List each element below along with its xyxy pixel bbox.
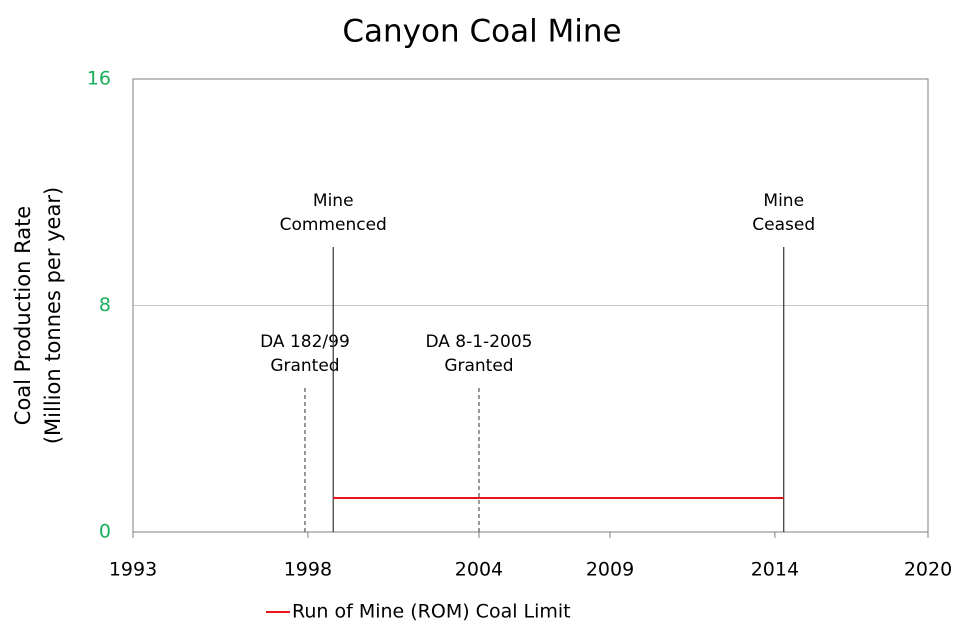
y-tick-label: 0 (99, 521, 111, 543)
legend-label: Run of Mine (ROM) Coal Limit (292, 601, 571, 623)
event-label: DA 182/99 (260, 332, 350, 352)
y-tick-label: 16 (87, 68, 111, 90)
event-label: DA 8-1-2005 (425, 332, 532, 352)
event-label: Granted (270, 356, 339, 376)
event-label: Ceased (752, 215, 815, 235)
x-tick-label: 1998 (284, 559, 332, 581)
x-tick-label: 2004 (455, 559, 503, 581)
event-label: Granted (444, 356, 513, 376)
x-tick-label: 2014 (751, 559, 799, 581)
event-label: Mine (313, 191, 354, 211)
plot-frame (132, 78, 929, 533)
y-tick-label: 8 (99, 294, 111, 316)
chart-title: Canyon Coal Mine (342, 14, 621, 50)
y-axis-label: Coal Production Rate (11, 206, 35, 425)
event-label: Commenced (280, 215, 387, 235)
x-tick-label: 1993 (109, 559, 157, 581)
x-tick-label: 2020 (904, 559, 952, 581)
event-label: Mine (763, 191, 804, 211)
y-axis-label: (Million tonnes per year) (41, 187, 65, 444)
x-tick-label: 2009 (586, 559, 634, 581)
